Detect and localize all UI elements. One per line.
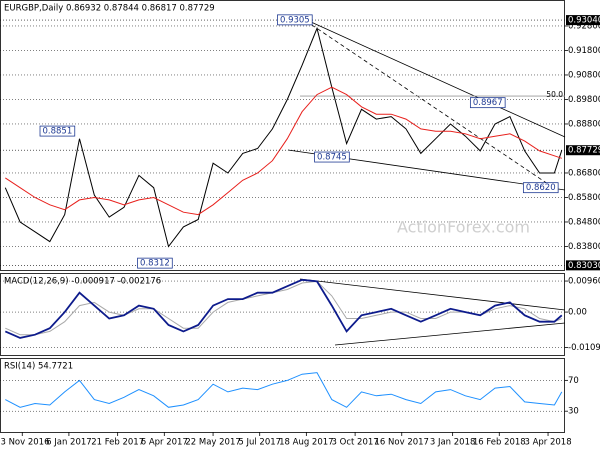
y-tick-label: 0.83800 (568, 242, 600, 252)
x-tick-label: 5 Jul 2017 (238, 438, 281, 448)
panel-frame (0, 0, 565, 271)
y-tick-label: 0.91800 (568, 46, 600, 56)
y-tick-label: 0.84800 (568, 217, 600, 227)
x-tick-label: 3 Jan 2018 (430, 438, 476, 448)
trendline (334, 322, 566, 346)
x-tick-label: 16 Nov 2017 (375, 438, 429, 448)
x-tick-label: 18 Aug 2017 (279, 438, 333, 448)
x-tick-label: 16 Feb 2018 (473, 438, 526, 448)
y-tick-label: -0.010961 (568, 343, 600, 353)
y-tick-label: 30 (568, 407, 579, 417)
annotation-box (39, 125, 76, 137)
level-label: 0.93040 (568, 16, 600, 26)
annotation-label: 0.8312 (140, 259, 170, 269)
annotation-label: 0.8851 (43, 127, 73, 137)
annotation-label: 0.8967 (473, 98, 503, 108)
annotation-label: 0.9305 (280, 15, 310, 25)
y-tick-label: 0.00 (568, 308, 587, 318)
panel-title: EURGBP,Daily 0.86932 0.87844 0.86817 0.8… (4, 4, 215, 14)
watermark: ActionForex.com (397, 218, 530, 237)
fib-label: 50.0 (546, 90, 563, 99)
y-tick-label: 0.90800 (568, 70, 600, 80)
trendline (299, 16, 566, 138)
trendline (299, 278, 566, 311)
level-label: 0.83030 (568, 261, 600, 271)
annotation-box (469, 97, 506, 109)
x-tick-label: 23 Nov 2016 (0, 438, 49, 448)
annotation-box (314, 151, 350, 163)
x-tick-label: 22 May 2017 (185, 438, 240, 448)
trendline (299, 16, 549, 185)
x-tick-label: 6 Apr 2017 (141, 438, 188, 448)
annotation-label: 0.8745 (317, 153, 347, 163)
panel-title: RSI(14) 54.7721 (4, 362, 73, 372)
series-line (5, 86, 562, 216)
annotation-box (137, 257, 173, 269)
y-tick-label: 70 (568, 376, 579, 386)
level-label: 0.87729 (568, 146, 600, 156)
series-line (4, 278, 563, 339)
x-tick-label: 21 Feb 2017 (91, 438, 144, 448)
y-tick-label: 0.92800 (568, 21, 600, 31)
level-box (566, 260, 600, 271)
annotation-label: 0.8620 (526, 183, 556, 193)
y-tick-label: 0.85800 (568, 193, 600, 203)
series-line (4, 26, 563, 248)
annotation-box (522, 182, 559, 194)
panel-frame (0, 358, 565, 433)
level-box (566, 15, 600, 26)
x-tick-label: 3 Oct 2017 (332, 438, 379, 448)
level-box (566, 145, 600, 156)
y-tick-label: 0.86800 (568, 168, 600, 178)
series-line (5, 372, 563, 408)
y-tick-label: 0.88800 (568, 119, 600, 129)
annotation-box (277, 14, 313, 26)
panel-title: MACD(12,26,9) -0.000917 -0.002176 (4, 277, 161, 287)
x-tick-label: 6 Jan 2017 (46, 438, 92, 448)
y-tick-label: 0.009608 (568, 277, 600, 287)
y-tick-label: 0.89800 (568, 95, 600, 105)
panel-frame (0, 273, 565, 356)
x-tick-label: 3 Apr 2018 (524, 438, 571, 448)
